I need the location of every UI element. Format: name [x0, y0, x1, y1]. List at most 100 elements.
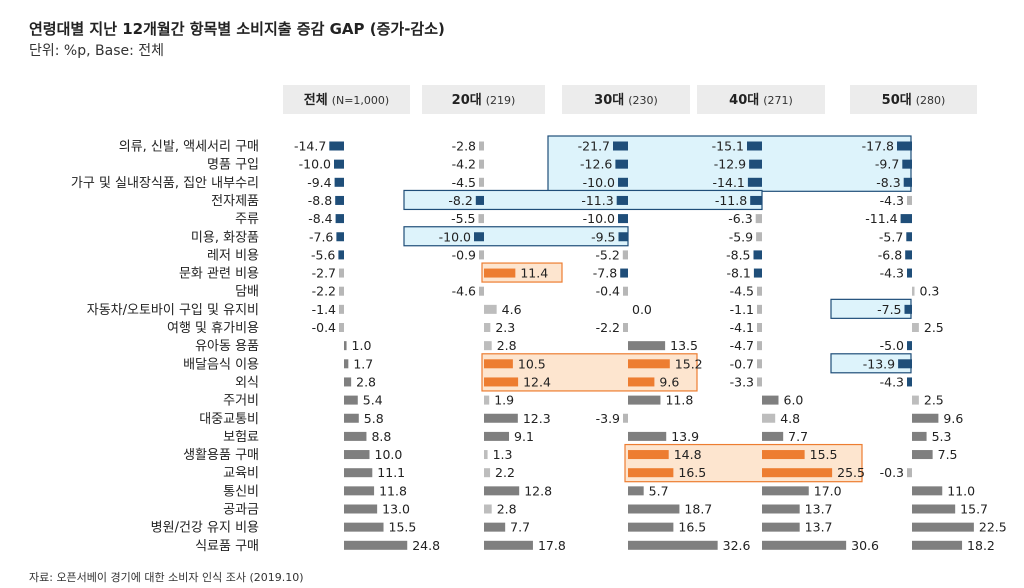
- value-label: 9.6: [943, 411, 963, 426]
- bar: [344, 377, 352, 387]
- value-label: 10.0: [375, 447, 403, 462]
- value-label: 2.2: [495, 465, 515, 480]
- value-label: 32.6: [723, 538, 751, 553]
- bar: [762, 504, 800, 514]
- bar: [903, 177, 912, 187]
- bar: [484, 486, 520, 496]
- bar: [912, 522, 974, 532]
- value-label: -12.6: [580, 157, 612, 172]
- bar: [757, 359, 762, 369]
- column-header-bg: [283, 85, 410, 114]
- value-label: 17.0: [814, 483, 842, 498]
- row-label: 교육비: [223, 466, 259, 481]
- bar: [912, 450, 933, 460]
- column-header-name: 전체: [304, 92, 328, 108]
- row-label: 보험료: [223, 430, 259, 445]
- chart-subtitle: 단위: %p, Base: 전체: [29, 43, 165, 59]
- row-label: 병원/건강 유지 비용: [151, 521, 259, 536]
- column-header-n: (N=1,000): [332, 94, 390, 107]
- bar: [344, 359, 349, 369]
- bar: [902, 159, 912, 169]
- value-label: -10.0: [439, 229, 471, 244]
- value-label: 0.3: [920, 284, 940, 299]
- column-header-n: (230): [628, 94, 658, 107]
- row-label: 담배: [235, 285, 259, 300]
- row-label: 통신비: [223, 484, 259, 499]
- value-label: 11.8: [379, 483, 407, 498]
- bar: [757, 341, 762, 351]
- row-label: 식료품 구매: [195, 539, 259, 554]
- value-label: 2.5: [924, 393, 944, 408]
- bar: [907, 341, 912, 351]
- bar: [338, 250, 344, 260]
- value-label: 18.7: [684, 502, 712, 517]
- bar: [912, 504, 956, 514]
- value-label: 4.8: [780, 411, 800, 426]
- bar: [484, 359, 513, 369]
- value-label: -10.0: [299, 157, 331, 172]
- value-label: 5.7: [649, 483, 669, 498]
- value-label: 13.9: [671, 429, 699, 444]
- row-label: 여행 및 휴가비용: [167, 320, 259, 336]
- value-label: 2.8: [497, 502, 517, 517]
- bar: [907, 268, 912, 278]
- bar: [628, 359, 670, 369]
- column-header-bg: [422, 85, 545, 114]
- bar: [334, 177, 344, 187]
- bar: [344, 486, 375, 496]
- bar: [339, 323, 344, 332]
- value-label: -1.1: [730, 302, 754, 317]
- value-label: -17.8: [862, 139, 894, 154]
- bar: [900, 214, 912, 224]
- bar: [344, 341, 347, 351]
- bar: [898, 359, 912, 369]
- column-header-name: 30대: [594, 93, 624, 108]
- bar: [344, 540, 408, 550]
- bar: [479, 286, 484, 296]
- row-label: 레저 비용: [207, 248, 259, 263]
- bar: [484, 377, 519, 387]
- bar: [335, 214, 344, 224]
- value-label: 13.0: [382, 502, 410, 517]
- bar: [628, 504, 680, 514]
- value-label: -4.5: [730, 284, 754, 299]
- bar: [757, 286, 762, 296]
- value-label: 25.5: [837, 465, 865, 480]
- value-label: 22.5: [979, 520, 1007, 535]
- value-label: 1.0: [352, 338, 372, 353]
- row-label: 명품 구입: [207, 158, 259, 173]
- column-header-name: 40대: [729, 93, 759, 108]
- column-header-n: (271): [763, 94, 793, 107]
- bar: [336, 232, 344, 242]
- bar: [334, 159, 344, 169]
- value-label: 18.2: [967, 538, 995, 553]
- value-label: -0.4: [312, 320, 336, 335]
- value-label: 16.5: [678, 520, 706, 535]
- bar: [628, 431, 667, 441]
- bar: [623, 413, 628, 423]
- value-label: -4.5: [452, 175, 476, 190]
- column-header-bg: [850, 85, 977, 114]
- bar: [757, 304, 762, 314]
- value-label: -2.7: [312, 266, 336, 281]
- value-label: 30.6: [851, 538, 879, 553]
- bar: [628, 377, 655, 387]
- bar: [479, 141, 484, 151]
- value-label: 16.5: [678, 465, 706, 480]
- value-label: 24.8: [412, 538, 440, 553]
- value-label: 9.6: [659, 374, 679, 389]
- value-label: 11.4: [520, 266, 548, 281]
- value-label: -8.4: [308, 211, 332, 226]
- value-label: -3.9: [596, 411, 620, 426]
- bar: [628, 395, 661, 405]
- row-label: 생활용품 구매: [183, 448, 259, 463]
- value-label: -14.1: [713, 175, 745, 190]
- bar: [344, 504, 378, 514]
- value-label: 1.9: [494, 393, 514, 408]
- value-label: -5.7: [879, 229, 903, 244]
- bar: [479, 250, 484, 260]
- value-label: -1.4: [312, 302, 336, 317]
- bar: [615, 159, 628, 169]
- column-header: 50대 (280): [882, 93, 946, 108]
